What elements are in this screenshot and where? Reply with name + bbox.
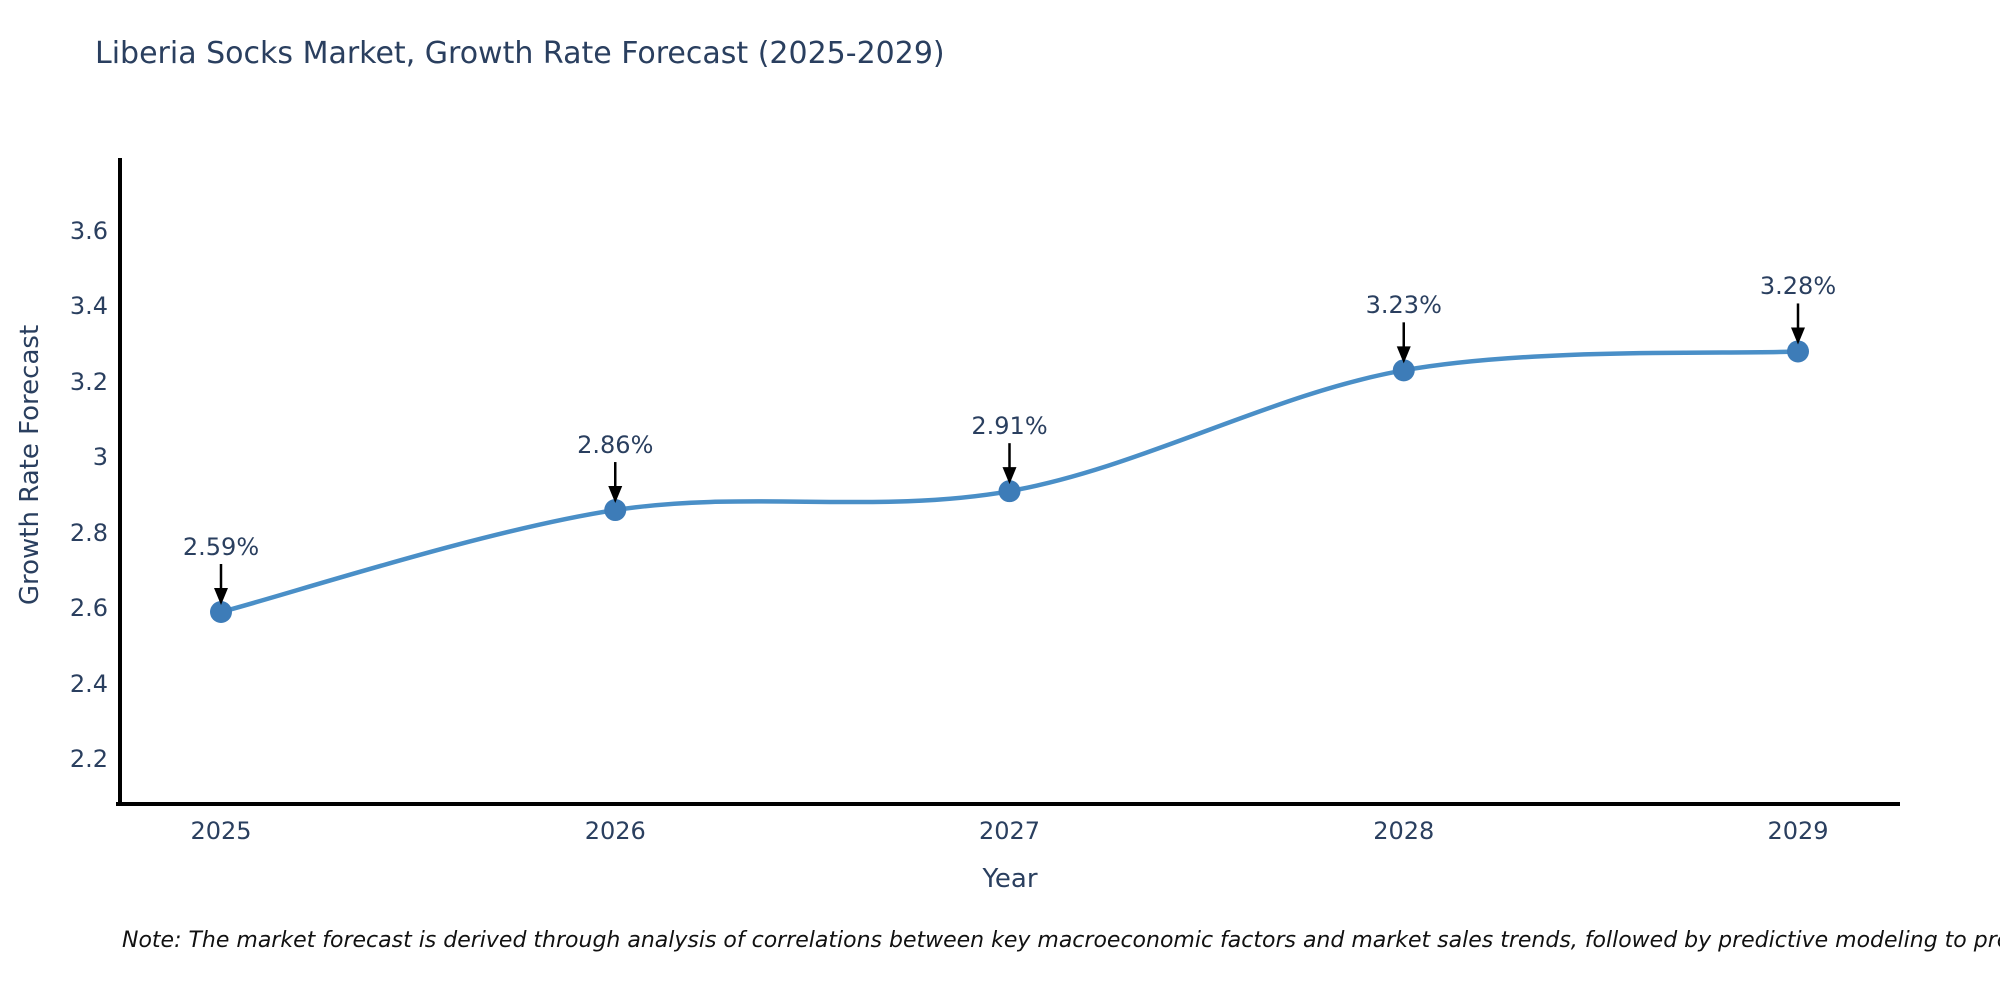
- y-tick-label: 2.6: [69, 594, 108, 623]
- data-point-marker: [998, 480, 1021, 503]
- chart-title: Liberia Socks Market, Growth Rate Foreca…: [95, 36, 945, 71]
- data-point-marker: [1392, 359, 1415, 382]
- point-value-label: 2.91%: [971, 412, 1048, 441]
- point-value-label: 3.28%: [1759, 272, 1837, 301]
- y-tick-label: 3.4: [69, 292, 108, 321]
- x-axis-title: Year: [982, 864, 1038, 894]
- y-tick-label: 2.4: [69, 669, 108, 698]
- x-tick-label: 2029: [1767, 817, 1829, 845]
- point-value-label: 2.86%: [577, 431, 654, 460]
- x-tick-label: 2025: [190, 817, 252, 845]
- data-point-marker: [1787, 340, 1809, 363]
- data-point-marker: [604, 499, 627, 522]
- point-value-label: 2.59%: [182, 533, 260, 561]
- y-tick-label: 3.6: [69, 216, 108, 245]
- y-tick-label: 2.2: [69, 745, 108, 774]
- y-axis-title: Growth Rate Forecast: [15, 324, 45, 606]
- chart-note: Note: The market forecast is derived thr…: [122, 928, 2000, 953]
- y-tick-label: 3.2: [69, 367, 108, 396]
- annotation-arrowhead: [1396, 346, 1411, 364]
- y-tick-label: 3: [92, 443, 108, 472]
- annotation-arrowhead: [214, 588, 228, 605]
- annotation-arrowhead: [608, 486, 623, 504]
- x-tick-label: 2027: [978, 817, 1041, 845]
- annotation-arrowhead: [1791, 327, 1805, 345]
- y-tick-label: 2.8: [69, 518, 108, 547]
- annotation-arrowhead: [1002, 467, 1017, 485]
- point-value-label: 3.23%: [1365, 291, 1442, 320]
- data-point-marker: [210, 601, 232, 623]
- x-tick-label: 2026: [584, 817, 646, 845]
- x-tick-label: 2028: [1373, 817, 1435, 845]
